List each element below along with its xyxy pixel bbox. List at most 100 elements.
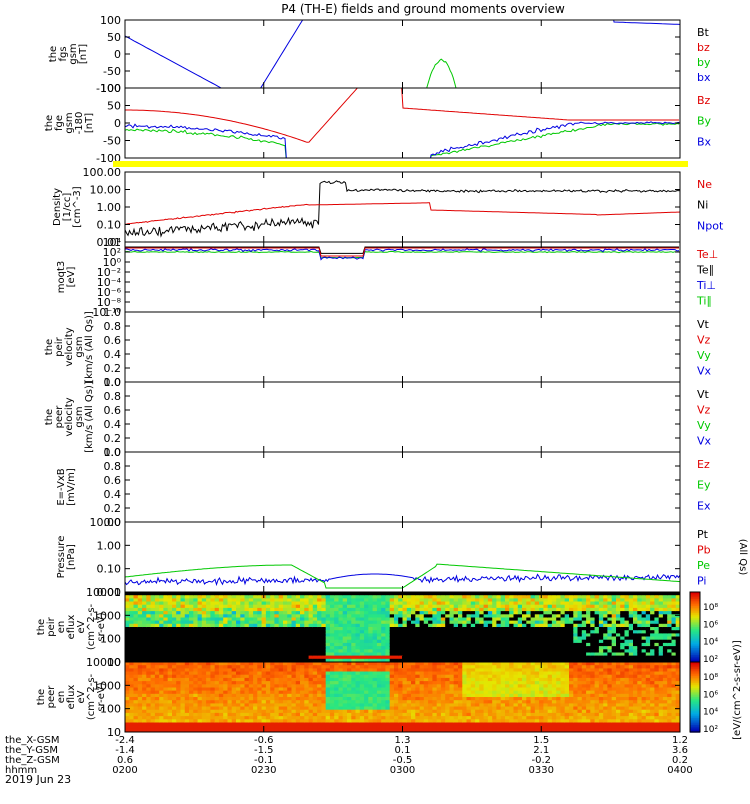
panel-10-plot-area	[125, 662, 681, 733]
colorbar-tick-label: 10⁶	[703, 620, 718, 630]
y-tick-label: -50	[103, 135, 121, 148]
y-axis-label: [nPa]	[66, 544, 77, 570]
legend-entry: Pi	[697, 575, 706, 588]
y-tick-label: 0.2	[104, 502, 122, 515]
legend-entry: Vx	[697, 435, 712, 448]
flag-bar	[113, 161, 688, 167]
y-tick-label: 0.2	[104, 432, 122, 445]
legend-entry: Vt	[697, 388, 710, 401]
legend-entry: Pe	[697, 559, 710, 572]
y-tick-label: 0.8	[104, 460, 122, 473]
y-tick-label: 1.0	[104, 306, 122, 319]
panel-8-plot-area	[125, 564, 680, 588]
colorbar-tick-label: 10⁸	[703, 603, 718, 613]
panel-1-plot-area	[125, 0, 680, 128]
series-by	[425, 59, 458, 96]
y-tick-label: 100.00	[83, 166, 122, 179]
legend-entry: Te∥	[696, 264, 714, 277]
legend-entry: Ti∥	[696, 295, 712, 308]
legend-entry: bz	[697, 41, 710, 54]
colorbar: 10⁸ 10⁶ 10⁴ 10²	[690, 592, 718, 665]
y-tick-label: 50	[107, 31, 121, 44]
legend-entry: Bx	[697, 135, 712, 148]
y-tick-label: 0.10	[97, 563, 122, 576]
legend-entry: Ne	[697, 178, 712, 191]
y-axis-label: [km/s (All Qs)]	[84, 311, 95, 383]
series-Ni	[125, 181, 680, 236]
legend-entry: bx	[697, 71, 711, 84]
panel-frame	[125, 382, 680, 452]
legend-entry: Pb	[697, 544, 711, 557]
legend-entry: Pt	[697, 528, 709, 541]
legend-entry: Te⊥	[696, 248, 718, 261]
y-tick-label: 1.00	[97, 201, 122, 214]
y-tick-label: 0.6	[104, 334, 122, 347]
legend-entry: By	[697, 115, 712, 128]
y-tick-label: 1.0	[104, 376, 122, 389]
legend-entry: Ti⊥	[696, 279, 716, 292]
legend-entry: Vy	[697, 349, 711, 362]
colorbar-tick-label: 10⁴	[703, 638, 718, 648]
y-axis-label: [mV/m]	[66, 468, 77, 506]
y-tick-label: 0.6	[104, 474, 122, 487]
y-axis-label: [km/s (All Qs)]	[84, 381, 95, 453]
legend-entry: Vy	[697, 419, 711, 432]
panel-3: 100.0010.001.000.100.01Density[1/cc][cm^…	[52, 166, 724, 249]
y-tick-label: 0.10	[97, 219, 122, 232]
right-axis-label: (All Qs)	[737, 539, 748, 576]
legend-entry: Npot	[697, 219, 724, 232]
y-axis-label: sr-eV)	[96, 612, 107, 641]
panel-frame	[125, 312, 680, 382]
legend-entry: Vx	[697, 365, 712, 378]
legend-entry: Bt	[697, 26, 710, 39]
chart-title: P4 (TH-E) fields and ground moments over…	[281, 2, 565, 16]
y-tick-label: 0.8	[104, 320, 122, 333]
y-tick-label: 0.8	[104, 390, 122, 403]
legend-entry: Vz	[697, 404, 711, 417]
y-axis-label: [cm^-3]	[72, 186, 83, 227]
y-tick-label: 1.0	[104, 446, 122, 459]
y-tick-label: 0.4	[104, 418, 122, 431]
y-tick-label: 0	[114, 48, 121, 61]
legend-entry: Ez	[697, 458, 710, 471]
series-Ne	[125, 203, 680, 224]
panel-frame	[125, 172, 680, 242]
legend-entry: Ni	[697, 199, 708, 212]
colorbar-tick-label: 10²	[703, 655, 718, 665]
legend-entry: Vt	[697, 318, 710, 331]
panel-frame	[125, 452, 680, 522]
legend-entry: Bz	[697, 94, 711, 107]
y-tick-label: 1.00	[97, 539, 122, 552]
panel-9-plot-area	[125, 592, 681, 663]
panel-4-plot-area	[125, 247, 679, 260]
y-tick-label: 0.4	[104, 488, 122, 501]
legend-entry: Vz	[697, 334, 711, 347]
y-tick-label: 0.4	[104, 348, 122, 361]
y-tick-label: 100	[100, 14, 121, 27]
series-Ti-par	[125, 251, 679, 258]
y-tick-label: 100	[100, 82, 121, 95]
legend-entry: Ex	[697, 499, 711, 512]
y-axis-label: [nT]	[84, 113, 95, 133]
panel-3-plot-area	[125, 181, 680, 236]
legend-entry: Ey	[697, 479, 711, 492]
y-axis-label: [nT]	[78, 44, 89, 64]
y-tick-label: 0.2	[104, 362, 122, 375]
y-tick-label: 10000	[86, 586, 121, 599]
series-bx	[125, 0, 680, 128]
y-tick-label: 10.00	[90, 516, 122, 529]
series-Ti-perp	[125, 249, 679, 260]
panel-8: 10.001.000.100.01Pressure[nPa]PtPbPePi(A…	[56, 516, 748, 599]
legend-entry: by	[697, 56, 711, 69]
y-tick-label: 50	[107, 100, 121, 113]
y-tick-label: 10.00	[90, 184, 122, 197]
